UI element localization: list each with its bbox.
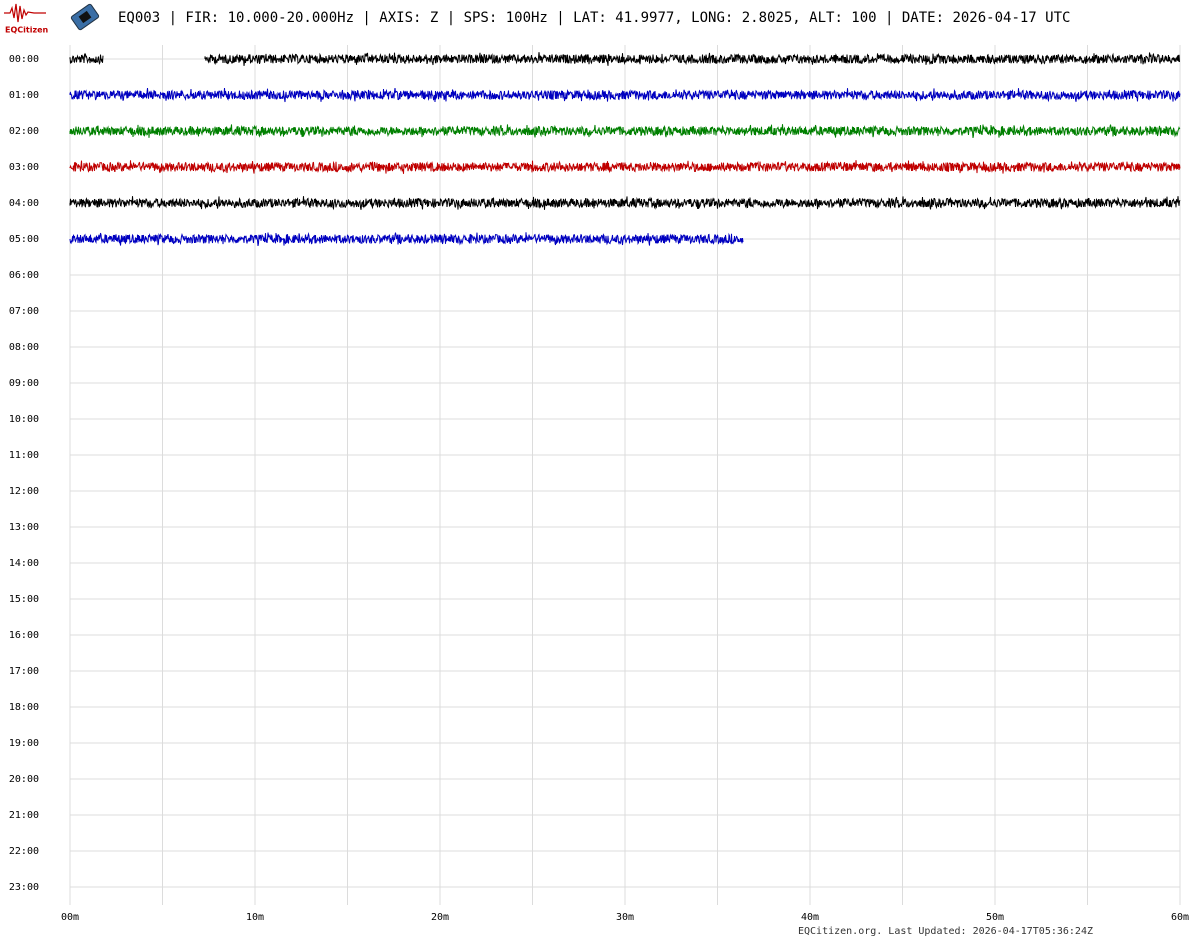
logo-text: EQCitizen xyxy=(5,26,49,35)
y-tick-label: 12:00 xyxy=(9,486,39,497)
y-tick-label: 11:00 xyxy=(9,450,39,461)
chart-title: EQ003 | FIR: 10.000-20.000Hz | AXIS: Z |… xyxy=(118,10,1070,26)
y-tick-label: 15:00 xyxy=(9,594,39,605)
x-tick-label: 30m xyxy=(616,912,634,923)
x-tick-label: 50m xyxy=(986,912,1004,923)
y-tick-label: 06:00 xyxy=(9,270,39,281)
logo-wave xyxy=(4,3,46,23)
y-tick-label: 04:00 xyxy=(9,198,39,209)
footer: EQCitizen.org. Last Updated: 2026-04-17T… xyxy=(798,926,1093,937)
y-tick-label: 10:00 xyxy=(9,414,39,425)
x-tick-label: 40m xyxy=(801,912,819,923)
trace xyxy=(69,123,1181,138)
y-tick-label: 22:00 xyxy=(9,846,39,857)
y-tick-label: 00:00 xyxy=(9,54,39,65)
trace xyxy=(69,52,104,66)
trace xyxy=(69,196,1181,211)
x-tick-label: 00m xyxy=(61,912,79,923)
y-tick-label: 13:00 xyxy=(9,522,39,533)
y-tick-label: 03:00 xyxy=(9,162,39,173)
y-tick-label: 09:00 xyxy=(9,378,39,389)
y-tick-label: 21:00 xyxy=(9,810,39,821)
y-tick-label: 14:00 xyxy=(9,558,39,569)
logo: EQCitizen xyxy=(4,3,49,35)
y-tick-label: 17:00 xyxy=(9,666,39,677)
y-tick-label: 18:00 xyxy=(9,702,39,713)
y-tick-label: 19:00 xyxy=(9,738,39,749)
y-tick-label: 08:00 xyxy=(9,342,39,353)
grid xyxy=(69,45,1181,905)
x-tick-label: 10m xyxy=(246,912,264,923)
device-icon xyxy=(70,3,100,31)
y-tick-label: 23:00 xyxy=(9,882,39,893)
trace xyxy=(69,160,1181,174)
trace xyxy=(204,52,1180,66)
y-tick-label: 05:00 xyxy=(9,234,39,245)
x-tick-label: 60m xyxy=(1171,912,1189,923)
y-tick-label: 20:00 xyxy=(9,774,39,785)
trace xyxy=(69,87,1181,103)
y-tick-label: 02:00 xyxy=(9,126,39,137)
y-tick-label: 01:00 xyxy=(9,90,39,101)
y-tick-label: 16:00 xyxy=(9,630,39,641)
trace xyxy=(69,231,744,246)
x-tick-label: 20m xyxy=(431,912,449,923)
y-tick-label: 07:00 xyxy=(9,306,39,317)
